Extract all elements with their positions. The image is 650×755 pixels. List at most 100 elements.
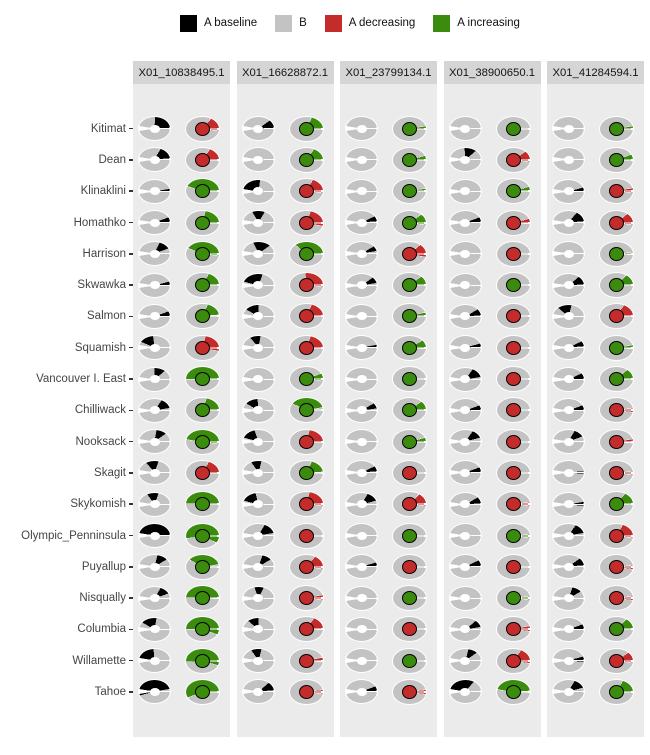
increasing-dot (195, 246, 210, 261)
pie-hole (460, 124, 470, 133)
decreasing-dot (505, 246, 521, 261)
axis-tick (129, 566, 133, 568)
trend-pie (392, 522, 427, 549)
pie-hole (563, 312, 574, 321)
pie-hole (149, 437, 160, 446)
baseline-pie (448, 116, 482, 142)
baseline-pie (552, 429, 585, 455)
increasing-dot (505, 528, 521, 543)
axis-tick (129, 409, 133, 412)
facet-panel (443, 84, 541, 737)
glyph-cell (340, 238, 437, 269)
glyph-cell (237, 113, 334, 144)
pie-hole (563, 124, 574, 133)
baseline-pie (448, 366, 482, 392)
trend-pie (288, 272, 324, 299)
baseline-pie (552, 616, 585, 642)
pie-hole (356, 468, 367, 477)
decreasing-dot (609, 434, 624, 449)
increasing-dot (609, 622, 624, 637)
baseline-pie (241, 429, 275, 455)
decreasing-dot (505, 215, 521, 230)
increasing-dot (609, 246, 624, 261)
trend-pie (392, 209, 427, 236)
trend-pie (495, 522, 531, 549)
baseline-pie (552, 679, 585, 705)
pie-hole (460, 249, 470, 258)
decreasing-dot (505, 309, 521, 324)
decreasing-dot (609, 403, 624, 418)
glyph-cell (340, 207, 437, 238)
glyph-cell (133, 207, 230, 238)
baseline-pie (241, 178, 275, 204)
pie-hole (253, 187, 263, 196)
glyph-cell (444, 207, 541, 238)
axis-tick (129, 127, 133, 130)
increasing-dot (609, 152, 624, 167)
axis-tick (129, 346, 133, 349)
trend-pie (288, 616, 324, 643)
increasing-dot (402, 434, 417, 449)
glyph-cell (340, 582, 437, 613)
increasing-dot (609, 372, 624, 387)
pie-hole (460, 437, 470, 446)
decreasing-dot (505, 559, 521, 574)
glyph-cell (237, 582, 334, 613)
baseline-pie (241, 147, 275, 173)
increasing-dot (195, 591, 210, 606)
glyph-cell (237, 144, 334, 175)
pie-hole (149, 343, 160, 352)
trend-pie (288, 522, 324, 549)
baseline-pie (138, 116, 171, 142)
glyph-cell (547, 176, 644, 207)
trend-pie (599, 240, 634, 267)
increasing-dot (402, 309, 417, 324)
trend-pie (185, 240, 220, 267)
decreasing-dot (505, 497, 521, 512)
row-label-text: Nisqually (79, 592, 126, 605)
baseline-pie (345, 429, 378, 455)
baseline-pie (552, 648, 585, 674)
pie-hole (149, 312, 160, 321)
baseline-pie (448, 679, 482, 705)
decreasing-dot (505, 372, 521, 387)
decreasing-dot (505, 622, 521, 637)
pie-hole (563, 500, 574, 509)
trend-pie (185, 522, 220, 549)
decreasing-dot (298, 278, 314, 293)
legend-swatch-a-baseline-icon (180, 14, 198, 32)
facet-strip-label: X01_41284594.1 (547, 61, 644, 84)
baseline-pie (448, 210, 482, 236)
trend-pie (392, 491, 427, 518)
trend-pie (392, 428, 427, 455)
trend-pie (185, 334, 220, 361)
pie-hole (253, 343, 263, 352)
trend-pie (288, 678, 324, 705)
glyph-cell (547, 676, 644, 707)
row-label-axis: Kitimat Dean Klinaklini Homathko Harrison Skw… (0, 84, 133, 737)
pie-hole (356, 437, 367, 446)
baseline-pie (448, 616, 482, 642)
trend-pie (495, 491, 531, 518)
baseline-pie (241, 241, 275, 267)
glyph-cell (133, 426, 230, 457)
baseline-pie (345, 397, 378, 423)
pie-hole (149, 155, 160, 164)
row-label-text: Skwawka (77, 279, 126, 292)
glyph-cell (237, 207, 334, 238)
baseline-pie (241, 272, 275, 298)
baseline-pie (552, 460, 585, 486)
glyph-cell (340, 676, 437, 707)
row-label-text: Puyallup (81, 560, 126, 573)
glyph-cell (133, 269, 230, 300)
decreasing-dot (609, 653, 624, 668)
trend-pie (185, 397, 220, 424)
increasing-dot (195, 309, 210, 324)
trend-pie (392, 115, 427, 142)
glyph-cell (237, 614, 334, 645)
increasing-dot (505, 121, 521, 136)
glyph-cell (237, 238, 334, 269)
baseline-pie (448, 335, 482, 361)
row-label: Chilliwack (0, 395, 133, 426)
pie-hole (356, 625, 367, 634)
